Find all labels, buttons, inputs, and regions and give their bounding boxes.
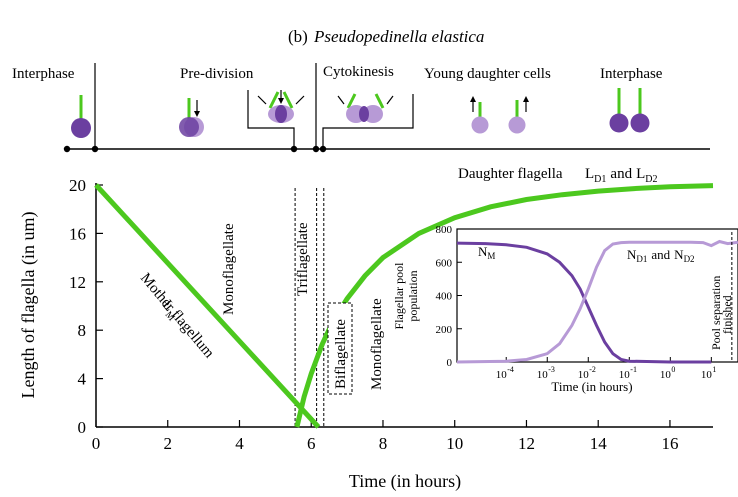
inset-y-tick-label: 200	[436, 324, 453, 336]
phase-label-monoflagellate-1: Monoflagellate	[221, 223, 237, 315]
inset-x-axis-label: Time (in hours)	[551, 379, 632, 394]
inset-label-daughter-pool: ND1 and ND2	[627, 247, 695, 264]
daughter-label-name: Daughter flagella	[458, 166, 563, 182]
y-tick-label: 0	[78, 418, 87, 437]
arrow-head-icon	[278, 98, 284, 104]
inset-x-tick-label: 10	[701, 369, 713, 381]
cell-cycle-timeline: Interphase Pre-division Cytokinesis Youn…	[12, 63, 710, 153]
inset-y-tick-label: 0	[447, 357, 453, 369]
inset-x-tick-exponent: -2	[589, 365, 596, 374]
x-tick-label: 10	[446, 434, 463, 453]
inset-x-tick-label: 10	[578, 369, 590, 381]
inset-x-tick-exponent: -3	[548, 365, 555, 374]
x-tick-label: 8	[379, 434, 388, 453]
y-tick-label: 12	[69, 273, 86, 292]
inset-x-tick-label: 10	[619, 369, 631, 381]
phase-label-triflagellate: Triflagellate	[295, 222, 311, 296]
inset-x-tick-exponent: 1	[712, 365, 716, 374]
inset-y-tick-label: 400	[436, 291, 453, 303]
mother-series-label: Mother flagellum LM	[137, 270, 217, 361]
series-mother-flagellum	[94, 183, 321, 429]
cytokinesis-bracket	[322, 94, 414, 149]
phase-label-biflagellate: Biflagellate	[333, 319, 349, 389]
y-tick-label: 4	[78, 370, 87, 389]
stage-label-young-daughter: Young daughter cells	[424, 66, 551, 82]
main-y-axis-label: Length of flagella (in um)	[18, 212, 39, 399]
cell-pre-division	[179, 98, 204, 137]
cell-interphase-left	[71, 95, 91, 138]
biflagellate-box	[327, 302, 353, 395]
inset-frame	[456, 228, 738, 363]
x-tick-label: 2	[163, 434, 172, 453]
main-ticks: 0 2 4 6 8 10 12 14 16 0 4 8 12 16 20	[69, 176, 678, 453]
daughter-label-symbols: LD1 and LD2	[585, 166, 657, 185]
x-tick-label: 6	[307, 434, 316, 453]
inset-x-tick-exponent: 0	[671, 365, 675, 374]
cell-interphase-right	[609, 88, 650, 133]
stage-label-cytokinesis: Cytokinesis	[323, 64, 394, 80]
timeline-dot	[63, 145, 71, 153]
inset-y-axis-label-2: population	[406, 270, 420, 321]
inset-y-tick-label: 600	[436, 257, 453, 269]
x-tick-label: 14	[590, 434, 608, 453]
pool-separation-label-1: Pool separation	[709, 276, 723, 350]
stage-label-interphase-left: Interphase	[12, 66, 75, 82]
cell-late-pre-division	[257, 90, 305, 123]
cell-young-daughters	[470, 96, 529, 134]
inset-x-tick-label: 10	[660, 369, 672, 381]
cell-cytokinesis	[337, 93, 394, 123]
pool-separation-label-2: finished	[720, 295, 734, 334]
inset-x-tick-label: 10	[496, 369, 508, 381]
y-tick-label: 16	[69, 224, 86, 243]
x-tick-label: 16	[661, 434, 678, 453]
phase-label-monoflagellate-2: Monoflagellate	[369, 298, 385, 390]
inset-x-tick-exponent: -4	[507, 365, 514, 374]
y-tick-label: 8	[78, 321, 87, 340]
main-x-axis-label: Time (in hours)	[349, 471, 461, 492]
y-tick-label: 20	[69, 176, 86, 195]
arrow-head-icon	[194, 111, 200, 117]
inset-series-daughter-pool	[456, 239, 738, 364]
x-tick-label: 12	[518, 434, 535, 453]
series-daughter-flagella	[294, 183, 714, 428]
stage-label-interphase-right: Interphase	[600, 66, 663, 82]
stage-label-pre-division: Pre-division	[180, 66, 254, 82]
inset-y-tick-label: 800	[436, 224, 453, 236]
figure-label: (b)	[288, 27, 308, 46]
inset-x-tick-label: 10	[537, 369, 549, 381]
figure-species: Pseudopedinella elastica	[313, 27, 484, 46]
daughter-series-label: Daughter flagella LD1 and LD2	[458, 166, 657, 185]
inset-x-tick-exponent: -1	[630, 365, 637, 374]
x-tick-label: 4	[235, 434, 244, 453]
x-tick-label: 0	[92, 434, 101, 453]
pre-division-bracket	[247, 90, 295, 149]
inset-label-mother-pool: NM	[478, 244, 495, 261]
inset-y-axis-label-1: Flagellar pool	[392, 262, 406, 330]
